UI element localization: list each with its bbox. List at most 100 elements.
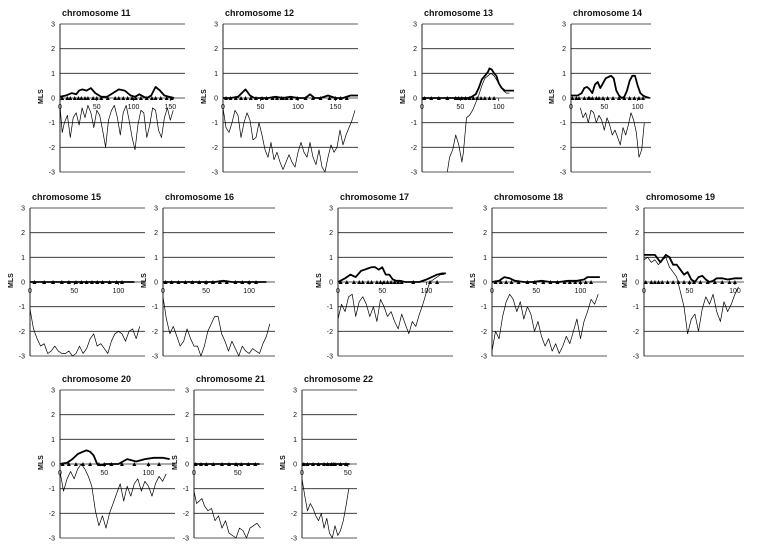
y-tick-label: -2 <box>49 145 55 152</box>
marker-triangle <box>121 96 126 100</box>
y-tick-label: 0 <box>21 280 25 287</box>
marker-triangle <box>493 280 498 284</box>
marker-triangle <box>463 96 468 100</box>
y-tick-label: -3 <box>49 536 55 543</box>
marker-triangle <box>183 280 188 284</box>
marker-triangle <box>732 280 737 284</box>
marker-triangle <box>652 280 657 284</box>
marker-triangle <box>504 280 509 284</box>
x-tick-label: 0 <box>300 470 304 477</box>
x-tick-label: 150 <box>330 104 342 111</box>
series-line-bold <box>571 74 650 99</box>
marker-triangle <box>76 96 81 100</box>
y-tick-label: 3 <box>562 22 566 29</box>
series-line-thin <box>59 463 167 529</box>
marker-triangle <box>72 96 77 100</box>
y-tick-label: 2 <box>51 412 55 419</box>
marker-triangle <box>471 96 476 100</box>
marker-triangle <box>246 462 251 466</box>
y-tick-label: 3 <box>329 206 333 213</box>
marker-triangle <box>68 96 73 100</box>
y-tick-label: 0 <box>483 280 487 287</box>
marker-triangle <box>587 96 592 100</box>
marker-triangle <box>374 280 379 284</box>
marker-triangle <box>382 280 386 284</box>
chart-title: chromosome 17 <box>340 192 409 202</box>
x-tick-label: 0 <box>336 288 340 295</box>
marker-triangle <box>193 462 198 466</box>
marker-triangle <box>281 96 285 100</box>
marker-triangle <box>210 280 215 284</box>
marker-triangle <box>289 96 294 100</box>
marker-triangle <box>132 462 137 466</box>
marker-triangle <box>253 462 258 466</box>
marker-triangle <box>120 280 124 284</box>
x-tick-label: 0 <box>28 288 32 295</box>
marker-triangle <box>217 280 222 284</box>
x-tick-label: 50 <box>234 470 242 477</box>
y-axis-label: MLS <box>549 89 556 104</box>
marker-triangle <box>311 96 315 100</box>
marker-triangle <box>163 280 168 284</box>
marker-triangle <box>130 96 135 100</box>
marker-triangle <box>204 280 209 284</box>
marker-triangle <box>687 280 692 284</box>
marker-triangle <box>270 96 275 100</box>
x-tick-label: 100 <box>632 104 644 111</box>
series-line-thin <box>491 293 599 354</box>
y-tick-label: 0 <box>329 280 333 287</box>
x-tick-label: 100 <box>292 104 304 111</box>
y-tick-label: 1 <box>562 71 566 78</box>
marker-triangle <box>81 462 85 466</box>
x-tick-label: 100 <box>493 104 505 111</box>
y-tick-label: 3 <box>483 206 487 213</box>
x-tick-label: 50 <box>600 104 608 111</box>
marker-triangle <box>589 280 594 284</box>
x-tick-label: 0 <box>192 470 196 477</box>
y-tick-label: -3 <box>411 170 417 177</box>
marker-triangle <box>590 96 595 100</box>
marker-triangle <box>138 96 143 100</box>
marker-triangle <box>325 462 330 466</box>
marker-triangle <box>316 462 321 466</box>
y-tick-label: 1 <box>483 255 487 262</box>
marker-triangle <box>338 96 343 100</box>
marker-triangle <box>583 280 588 284</box>
chart-title: chromosome 15 <box>32 192 101 202</box>
series-line-thin <box>337 274 445 335</box>
y-tick-label: -2 <box>560 145 566 152</box>
marker-triangle <box>275 96 279 100</box>
y-tick-label: 3 <box>185 388 189 395</box>
x-tick-label: 0 <box>420 104 424 111</box>
y-tick-label: 0 <box>185 462 189 469</box>
y-tick-label: 3 <box>293 388 297 395</box>
series-line-thin <box>59 105 174 151</box>
marker-triangle <box>146 462 151 466</box>
chart-title: chromosome 22 <box>304 374 373 384</box>
marker-triangle <box>234 462 238 466</box>
series-line-thin <box>29 309 141 357</box>
y-tick-label: -1 <box>19 304 25 311</box>
marker-triangle <box>396 280 401 284</box>
marker-triangle <box>573 280 578 284</box>
marker-triangle <box>91 96 96 100</box>
marker-triangle <box>109 462 114 466</box>
y-tick-label: 1 <box>413 71 417 78</box>
marker-triangle <box>211 462 216 466</box>
marker-triangle <box>429 96 434 100</box>
marker-triangle <box>65 96 70 100</box>
marker-triangle <box>199 462 203 466</box>
y-axis-label: MLS <box>172 455 179 470</box>
y-tick-label: 1 <box>185 437 189 444</box>
x-tick-label: 0 <box>221 104 225 111</box>
marker-triangle <box>656 280 661 284</box>
marker-triangle <box>601 96 605 100</box>
marker-triangle <box>305 462 310 466</box>
marker-triangle <box>254 280 259 284</box>
marker-triangle <box>671 280 676 284</box>
marker-triangle <box>597 96 601 100</box>
y-tick-label: -1 <box>212 120 218 127</box>
marker-triangle <box>66 462 71 466</box>
y-tick-label: 2 <box>413 46 417 53</box>
marker-triangle <box>555 280 560 284</box>
